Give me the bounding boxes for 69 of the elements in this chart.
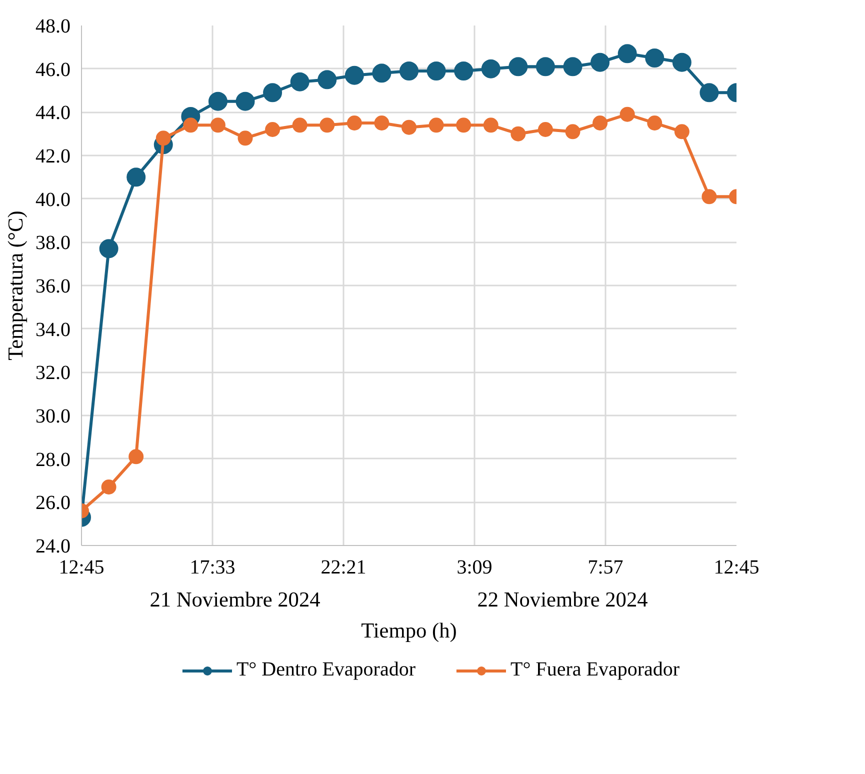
point — [344, 66, 364, 85]
point — [265, 122, 280, 137]
point — [99, 239, 118, 258]
point — [672, 52, 692, 72]
x-tick-label: 3:09 — [456, 556, 492, 578]
y-tick-label: 38.0 — [36, 232, 70, 254]
x-tick-label: 12:45 — [58, 556, 104, 578]
point — [292, 118, 308, 133]
y-axis-title: Temperatura (°C) — [4, 210, 28, 360]
point — [320, 118, 335, 133]
point — [456, 118, 472, 133]
point — [101, 480, 116, 494]
y-tick-label: 42.0 — [36, 146, 70, 168]
point — [590, 52, 610, 72]
text: 21 Noviembre 2024 — [150, 588, 321, 612]
point — [702, 189, 717, 204]
y-tick-label: 26.0 — [36, 492, 70, 514]
point — [618, 44, 637, 64]
point — [236, 92, 255, 111]
point — [563, 57, 582, 76]
point — [536, 57, 555, 76]
y-tick-label: 32.0 — [36, 362, 70, 384]
point — [400, 62, 418, 80]
point — [156, 130, 171, 146]
point — [428, 118, 444, 133]
point — [620, 106, 635, 122]
point — [510, 126, 526, 142]
point — [263, 83, 282, 102]
point — [126, 168, 146, 187]
point — [208, 92, 228, 111]
y-tick-label: 34.0 — [36, 318, 70, 341]
point — [647, 116, 662, 130]
y-tick-label: 36.0 — [36, 276, 70, 298]
point — [674, 124, 690, 140]
point — [128, 449, 144, 464]
point — [645, 48, 664, 68]
point — [238, 130, 253, 146]
x-tick-label: 22:21 — [320, 556, 366, 578]
legend-label: T° Fuera Evaporador — [510, 658, 680, 682]
point — [210, 118, 226, 133]
y-tick-label: 48.0 — [36, 16, 70, 38]
point — [700, 83, 719, 102]
x-tick-label: 12:45 — [714, 556, 760, 578]
y-tick-label: 44.0 — [36, 102, 70, 124]
point — [508, 57, 528, 76]
legend-label: T° Dentro Evaporador — [236, 658, 416, 682]
y-tick-label: 28.0 — [36, 448, 70, 471]
y-tick-label: 40.0 — [36, 188, 70, 211]
point — [374, 116, 390, 130]
point — [483, 118, 498, 133]
point — [318, 70, 337, 90]
point — [454, 62, 474, 80]
x-axis-title: Tiempo (h) — [361, 618, 457, 642]
point — [346, 116, 362, 130]
point — [290, 72, 310, 92]
point — [183, 118, 198, 133]
y-tick-label: 30.0 — [36, 406, 70, 428]
point — [592, 116, 608, 130]
point — [402, 120, 416, 135]
point — [372, 64, 392, 83]
point — [426, 62, 446, 80]
text: 22 Noviembre 2024 — [477, 588, 648, 612]
point — [481, 59, 500, 78]
y-tick-label: 46.0 — [36, 58, 70, 81]
x-tick-label: 7:57 — [588, 556, 624, 578]
point — [565, 124, 580, 140]
y-tick-label: 24.0 — [36, 536, 70, 558]
point — [538, 122, 553, 137]
x-tick-label: 17:33 — [190, 556, 236, 578]
